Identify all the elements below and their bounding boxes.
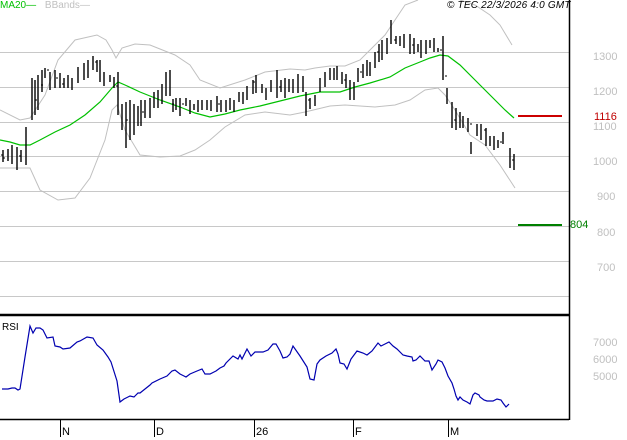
x-label-feb: F (355, 426, 362, 438)
price-bars (1, 20, 515, 170)
y-label-1000: 1000 (593, 156, 618, 168)
rsi-line (2, 323, 510, 408)
y-label-700: 700 (597, 262, 616, 274)
rsi-axis-6000: 6000 (593, 354, 618, 366)
rsi-panel-label: RSI (2, 322, 19, 333)
y-label-800: 800 (597, 227, 616, 239)
copyright-timestamp: © TEC 22/3/2026 4:0 GMT (447, 0, 571, 11)
bollinger-bands (0, 0, 516, 201)
resistance-label: 1116 (594, 111, 617, 123)
legend-bbands: BBands (44, 0, 80, 11)
support-label: 804 (570, 219, 589, 231)
legend-ma20: MA20 (0, 0, 27, 11)
y-label-1200: 1200 (593, 86, 618, 98)
x-label-dec: D (156, 426, 164, 438)
rsi-axis-5000: 5000 (593, 371, 618, 383)
x-label-mar: M (450, 426, 460, 438)
y-label-1100: 1100 (593, 121, 617, 133)
x-axis-ticks (60, 419, 449, 437)
x-label-nov: N (62, 426, 70, 438)
legend-bbands-swatch: — (79, 0, 90, 11)
legend-ma20-swatch: — (26, 0, 37, 11)
price-gridlines (0, 52, 569, 297)
ma20-line (0, 54, 515, 146)
x-label-2026: 26 (256, 426, 269, 438)
chart-legend: MA20— BBands— (0, 0, 90, 12)
y-label-900: 900 (597, 191, 616, 203)
y-label-1300: 1300 (593, 51, 618, 63)
rsi-axis-7000: 7000 (593, 337, 618, 349)
